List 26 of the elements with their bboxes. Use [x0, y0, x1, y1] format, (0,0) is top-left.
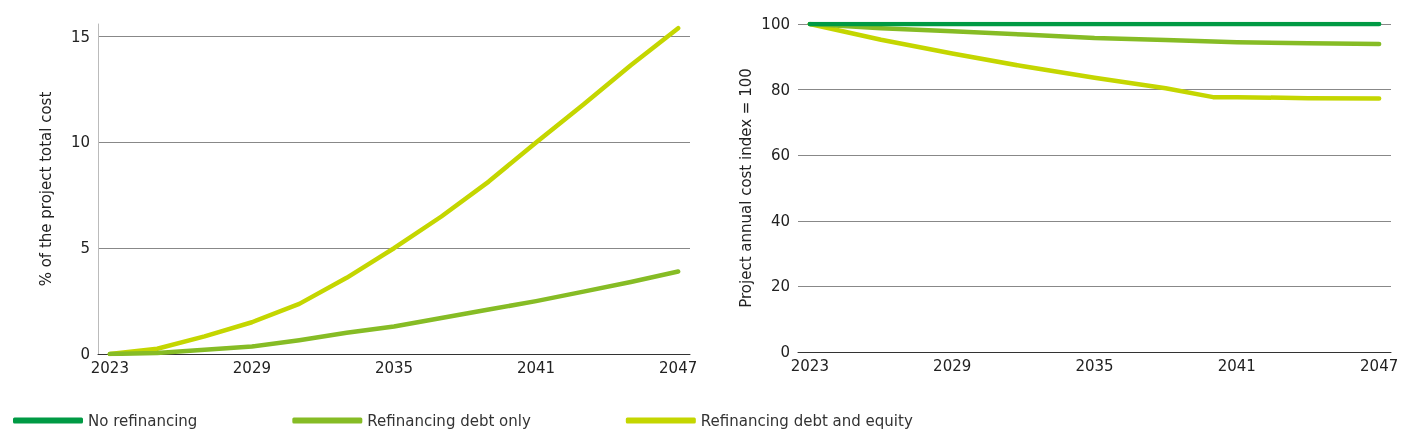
x-tick-label: 2035 [1075, 356, 1114, 375]
y-tick-label: 15 [70, 27, 90, 46]
y-tick-label: 0 [80, 345, 90, 363]
y-axis-title: % of the project total cost [36, 91, 55, 287]
x-tick-label: 2029 [933, 356, 972, 375]
y-tick-label: 80 [770, 80, 790, 99]
x-tick-label: 2023 [790, 356, 829, 375]
y-tick-label: 20 [770, 277, 790, 296]
y-tick-label: 10 [70, 133, 90, 152]
legend-label: Refinancing debt only [367, 411, 531, 430]
y-tick-label: 5 [80, 239, 90, 258]
x-tick-label: 2035 [374, 358, 414, 377]
x-tick-label: 2041 [516, 358, 556, 377]
y-tick-label: 40 [770, 211, 790, 230]
y-tick-label: 0 [780, 343, 790, 361]
x-tick-label: 2047 [1360, 356, 1399, 375]
legend-label: Refinancing debt and equity [700, 411, 913, 430]
y-tick-label: 100 [761, 15, 790, 33]
legend-label: No refinancing [88, 411, 198, 430]
x-tick-label: 2041 [1217, 356, 1256, 375]
y-axis-title: Project annual cost index = 100 [736, 68, 755, 308]
y-tick-label: 60 [770, 146, 790, 165]
line-series [107, 269, 681, 357]
x-tick-label: 2029 [232, 358, 272, 377]
x-tick-label: 2047 [659, 358, 698, 377]
x-tick-label: 2023 [90, 358, 129, 377]
